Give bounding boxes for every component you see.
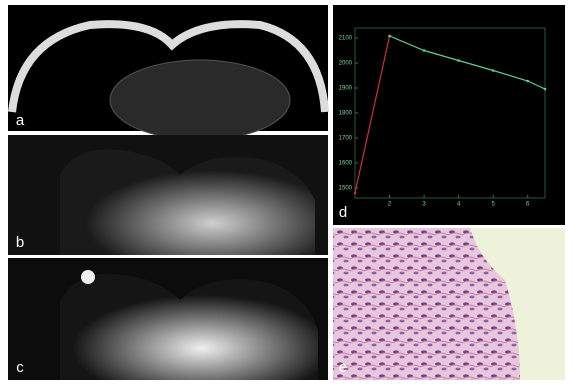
point bbox=[457, 59, 460, 62]
panel-c: c bbox=[8, 258, 328, 380]
panel-label: c bbox=[16, 359, 24, 376]
tissue bbox=[60, 149, 315, 255]
y-tick-label: 1800 bbox=[339, 111, 353, 117]
y-tick-label: 1500 bbox=[339, 186, 353, 192]
panel-d: d 1500 1600 1700 1800 1900 2000 2100 2 3 4 5 6 bbox=[333, 5, 565, 225]
lesion bbox=[81, 270, 95, 284]
y-tick-label: 1900 bbox=[339, 86, 353, 92]
panel-label: b bbox=[16, 234, 24, 251]
x-tick-label: 3 bbox=[422, 202, 426, 208]
panel-label: a bbox=[16, 112, 25, 129]
panel-label: e bbox=[339, 359, 347, 376]
chart-background bbox=[333, 5, 565, 225]
panel-label: d bbox=[339, 204, 347, 221]
x-tick-label: 2 bbox=[388, 202, 392, 208]
point bbox=[422, 49, 426, 52]
x-tick-label: 5 bbox=[492, 202, 496, 208]
point bbox=[353, 191, 357, 195]
panel-e: e bbox=[333, 228, 565, 380]
tissue bbox=[333, 228, 520, 380]
curve bbox=[389, 35, 546, 90]
x-tick-label: 6 bbox=[526, 202, 530, 208]
point bbox=[526, 79, 530, 83]
y-tick-label: 1700 bbox=[339, 136, 353, 142]
point bbox=[388, 34, 391, 38]
curve bbox=[354, 35, 391, 194]
tissue bbox=[109, 59, 291, 141]
panel-b: b bbox=[8, 135, 328, 255]
point bbox=[543, 87, 547, 91]
y-tick-label: 1600 bbox=[339, 161, 353, 167]
point bbox=[491, 69, 495, 72]
skin-outline bbox=[8, 20, 329, 113]
panel-a: a bbox=[8, 5, 329, 141]
y-tick-label: 2000 bbox=[339, 61, 353, 67]
y-tick-label: 2100 bbox=[339, 36, 353, 42]
x-tick-label: 4 bbox=[457, 202, 461, 208]
tissue bbox=[60, 273, 318, 380]
